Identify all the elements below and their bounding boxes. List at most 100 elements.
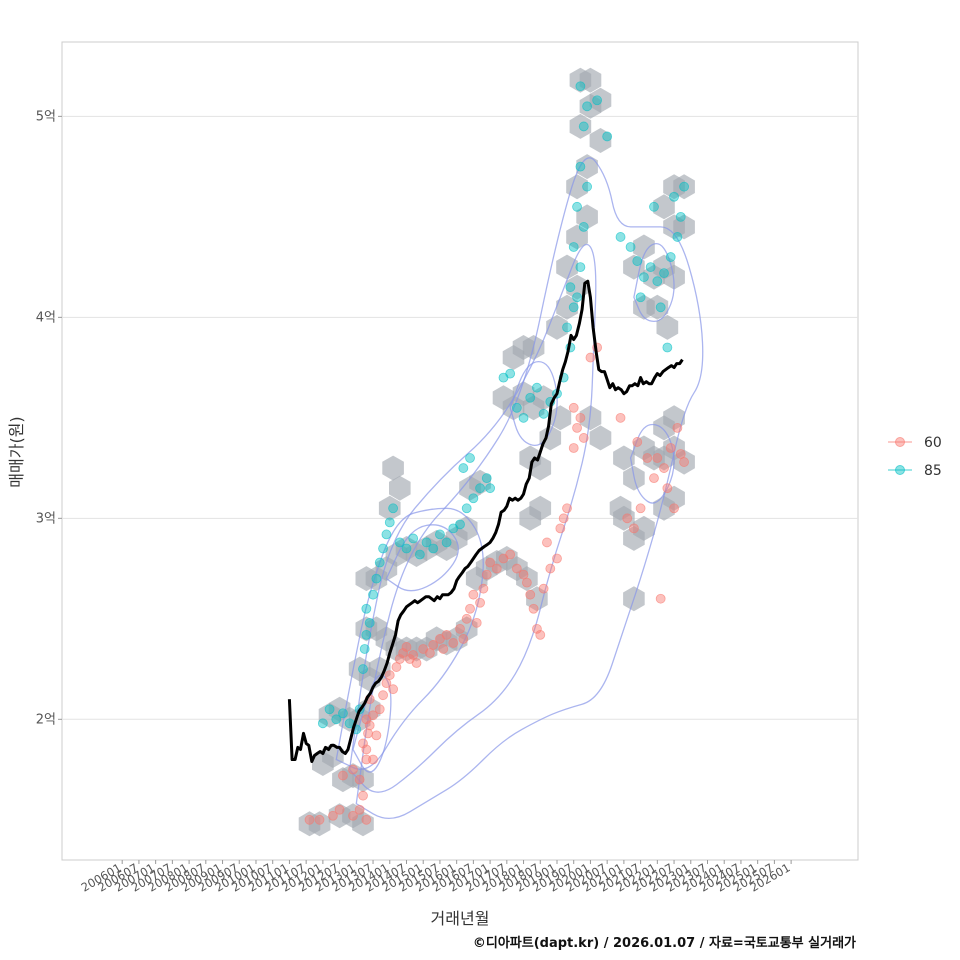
scatter-point-60 bbox=[662, 483, 673, 494]
density-contour bbox=[509, 360, 558, 447]
grid-lines bbox=[62, 115, 858, 720]
scatter-point-60 bbox=[448, 638, 459, 648]
scatter-point-60 bbox=[585, 352, 596, 363]
hexbin-layer bbox=[298, 67, 695, 837]
scatter-point-85 bbox=[468, 493, 479, 504]
density-contour bbox=[335, 507, 484, 770]
scatter-point-85 bbox=[625, 242, 636, 252]
scatter-point-85 bbox=[324, 704, 335, 715]
scatter-point-60 bbox=[368, 754, 378, 765]
scatter-point-85 bbox=[475, 483, 485, 494]
scatter-point-60 bbox=[358, 738, 368, 749]
scatter-point-85 bbox=[662, 342, 673, 353]
x-axis: 2006012006072007012007072008012008072009… bbox=[79, 860, 793, 895]
hexbin-cell bbox=[539, 425, 562, 451]
scatter-point-85 bbox=[428, 543, 439, 554]
scatter-point-85 bbox=[532, 382, 542, 393]
scatter-point-85 bbox=[358, 664, 368, 674]
scatter-point-85 bbox=[575, 161, 586, 172]
legend-label: 60 bbox=[924, 435, 942, 451]
x-axis-title: 거래년월 bbox=[431, 909, 490, 928]
scatter-point-85 bbox=[659, 268, 669, 279]
scatter-point-85 bbox=[455, 519, 465, 530]
scatter-point-85 bbox=[578, 222, 589, 232]
hexbin-cell bbox=[613, 445, 635, 471]
scatter-point-60 bbox=[384, 670, 395, 680]
scatter-point-85 bbox=[665, 252, 676, 262]
scatter-point-60 bbox=[568, 443, 579, 453]
scatter-point-60 bbox=[438, 644, 449, 654]
scatter-point-85 bbox=[568, 242, 579, 252]
scatter-point-85 bbox=[568, 302, 579, 313]
scatter-point-60 bbox=[374, 704, 385, 715]
scatter-point-85 bbox=[401, 543, 412, 554]
density-contour bbox=[629, 423, 675, 504]
plot-panel bbox=[61, 41, 859, 861]
scatter-point-85 bbox=[578, 121, 589, 132]
hexbin-cell bbox=[308, 811, 331, 837]
density-contour bbox=[355, 157, 704, 819]
scatter-point-60 bbox=[669, 503, 679, 514]
scatter-point-60 bbox=[665, 443, 676, 453]
scatter-point-60 bbox=[368, 710, 378, 721]
scatter-point-60 bbox=[572, 422, 582, 433]
hexbin-cell bbox=[549, 405, 572, 431]
hexbin-cell bbox=[589, 128, 612, 153]
scatter-point-60 bbox=[558, 513, 569, 524]
hexbin-cell bbox=[589, 87, 612, 113]
scatter-point-85 bbox=[575, 262, 586, 273]
scatter-point-85 bbox=[592, 95, 603, 106]
scatter-point-60 bbox=[578, 433, 589, 443]
scatter-point-85 bbox=[441, 537, 452, 548]
scatter-point-60 bbox=[334, 804, 345, 815]
scatter-point-60 bbox=[354, 774, 365, 785]
density-contour-layer bbox=[335, 157, 704, 819]
hexbin-cell bbox=[653, 194, 675, 220]
hexbin-cell bbox=[378, 495, 401, 521]
scatter-point-85 bbox=[575, 81, 586, 92]
y-axis: 2억 3억 4억 5억 bbox=[36, 109, 62, 727]
scatter-point-60 bbox=[388, 684, 399, 695]
scatter-point-60 bbox=[398, 648, 409, 658]
scatter-point-85 bbox=[602, 131, 613, 142]
scatter-point-85 bbox=[635, 292, 646, 303]
scatter-point-60 bbox=[491, 563, 502, 574]
scatter-point-85 bbox=[361, 629, 372, 640]
scatter-point-85 bbox=[538, 408, 549, 419]
scatter-point-85 bbox=[632, 256, 643, 266]
scatter-point-60 bbox=[679, 457, 689, 467]
scatter-point-85 bbox=[669, 191, 679, 202]
median-trend-line bbox=[287, 279, 684, 763]
scatter-point-85 bbox=[338, 708, 348, 719]
scatter-point-60 bbox=[555, 523, 566, 534]
scatter-point-60 bbox=[528, 603, 539, 614]
scatter-point-85 bbox=[465, 453, 475, 463]
scatter-point-60 bbox=[304, 814, 315, 825]
scatter-point-60 bbox=[361, 754, 372, 765]
scatter-point-85 bbox=[525, 392, 536, 403]
scatter-point-60 bbox=[371, 730, 382, 741]
scatter-point-60 bbox=[545, 563, 556, 574]
scatter-point-60 bbox=[485, 557, 496, 568]
scatter-point-60 bbox=[481, 569, 492, 580]
scatter-point-85 bbox=[381, 529, 392, 540]
scatter-point-85 bbox=[511, 402, 522, 413]
scatter-point-85 bbox=[518, 412, 529, 423]
scatter-point-60 bbox=[635, 503, 646, 514]
hexbin-cell bbox=[352, 767, 374, 793]
scatter-point-60 bbox=[615, 412, 626, 423]
hexbin-cell bbox=[556, 294, 578, 320]
scatter-point-60 bbox=[348, 810, 358, 821]
scatter-point-85 bbox=[378, 543, 388, 554]
scatter-point-60 bbox=[655, 593, 666, 604]
legend-key-point bbox=[895, 465, 905, 475]
scatter-point-60 bbox=[562, 503, 572, 514]
scatter-point-85 bbox=[572, 292, 582, 303]
scatter-point-85 bbox=[374, 557, 385, 568]
scatter-point-60 bbox=[361, 814, 372, 825]
scatter-point-85 bbox=[572, 201, 582, 212]
scatter-point-60 bbox=[428, 640, 439, 650]
scatter-point-85 bbox=[582, 181, 592, 192]
scatter-point-85 bbox=[364, 617, 375, 628]
scatter-point-85 bbox=[384, 517, 395, 528]
